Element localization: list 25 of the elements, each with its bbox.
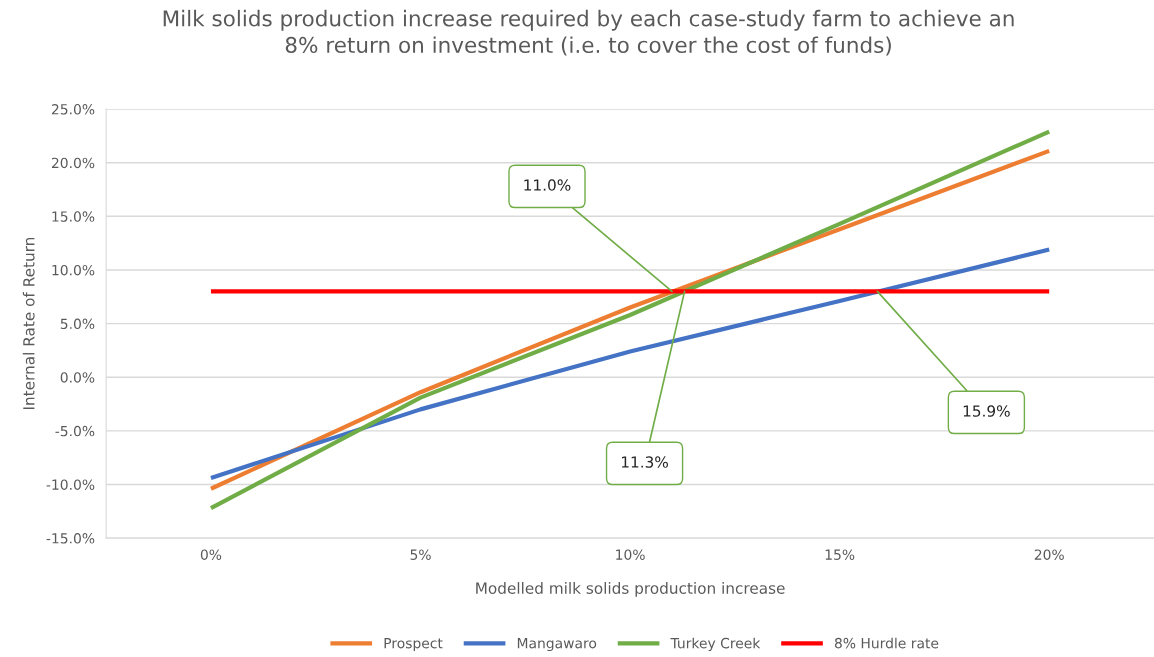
x-tick-label: 10%: [616, 549, 645, 560]
y-tick-label: 25.0%: [51, 104, 95, 115]
annotation: 11.0%: [524, 179, 571, 191]
x-axis-title: Modelled milk solids production increase: [476, 582, 785, 597]
y-tick-label: -5.0%: [55, 425, 95, 437]
y-tick-label: 10.0%: [52, 264, 95, 276]
legend-label: Turkey Creek: [670, 637, 761, 652]
y-tick-label: 0.0%: [60, 372, 95, 383]
x-tick-label: 0%: [200, 549, 222, 560]
annotation: 15.9%: [963, 405, 1010, 417]
y-tick-label: 5.0%: [60, 318, 95, 330]
annotation: 11.3%: [621, 456, 668, 468]
chart-title: Milk solids production increase required by each case-study farm to achieve an 8% return on investment (i.e. to cover the cost of funds): [163, 9, 1014, 56]
y-axis-title: Internal Rate of Return: [22, 237, 35, 410]
legend-label: Mangawaro: [517, 638, 597, 652]
y-tick-label: -15.0%: [46, 533, 95, 544]
y-tick-label: 15.0%: [52, 211, 95, 222]
x-tick-label: 15%: [825, 549, 855, 560]
line-series: [208, 247, 1052, 481]
x-tick-label: 20%: [1034, 549, 1064, 560]
y-tick-label: -10.0%: [46, 479, 95, 490]
legend-label: 8% Hurdle rate: [834, 637, 939, 649]
legend-label: Prospect: [384, 638, 443, 652]
x-tick-label: 5%: [410, 549, 431, 560]
y-tick-label: 20.0%: [51, 157, 95, 169]
